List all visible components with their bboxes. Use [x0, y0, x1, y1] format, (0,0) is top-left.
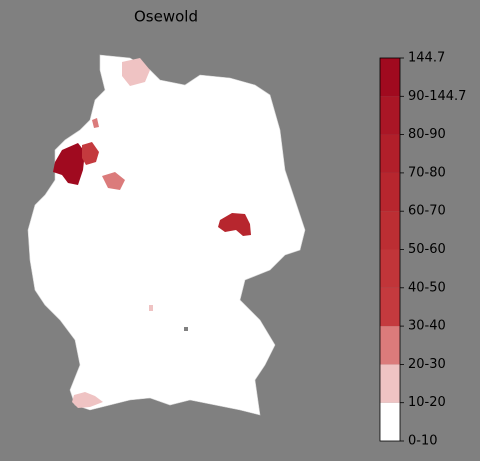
colorbar-segment [380, 58, 400, 97]
colorbar-segment [380, 172, 400, 212]
region-hesse-dot [149, 305, 153, 311]
colorbar-label: 40-50 [408, 280, 446, 295]
colorbar-label: 50-60 [408, 242, 446, 257]
colorbar-segment [380, 249, 400, 288]
colorbar: 0-10 10-20 20-30 30-40 40-50 50-60 60-70 70-80 8… [380, 51, 466, 449]
region-bavaria-dot [184, 327, 188, 331]
country-outline [27, 54, 306, 416]
colorbar-label: 80-90 [408, 127, 446, 142]
colorbar-label: 20-30 [408, 357, 446, 372]
colorbar-label: 0-10 [408, 434, 438, 449]
colorbar-label: 10-20 [408, 395, 446, 410]
colorbar-segment [380, 402, 400, 441]
colorbar-label: 60-70 [408, 204, 446, 219]
region-schleswig [122, 58, 150, 86]
map-title: Osewold [134, 8, 198, 26]
colorbar-segment [380, 326, 400, 365]
colorbar-label: 70-80 [408, 165, 446, 180]
region-osnabrueck [102, 172, 125, 190]
colorbar-segment [380, 96, 400, 135]
colorbar-segment [380, 211, 400, 250]
region-oldenburg [82, 142, 99, 165]
colorbar-segment [380, 287, 400, 327]
colorbar-label: 90-144.7 [408, 89, 466, 104]
colorbar-segment [380, 364, 400, 403]
colorbar-label: 30-40 [408, 319, 446, 334]
region-southwest [72, 392, 103, 408]
germany-map [27, 54, 306, 416]
region-small-north [92, 118, 99, 128]
region-saxony-anhalt [218, 213, 251, 236]
colorbar-frame [379, 57, 401, 442]
region-emsland [53, 143, 85, 185]
colorbar-segment [380, 134, 400, 173]
colorbar-label: 144.7 [408, 51, 445, 66]
